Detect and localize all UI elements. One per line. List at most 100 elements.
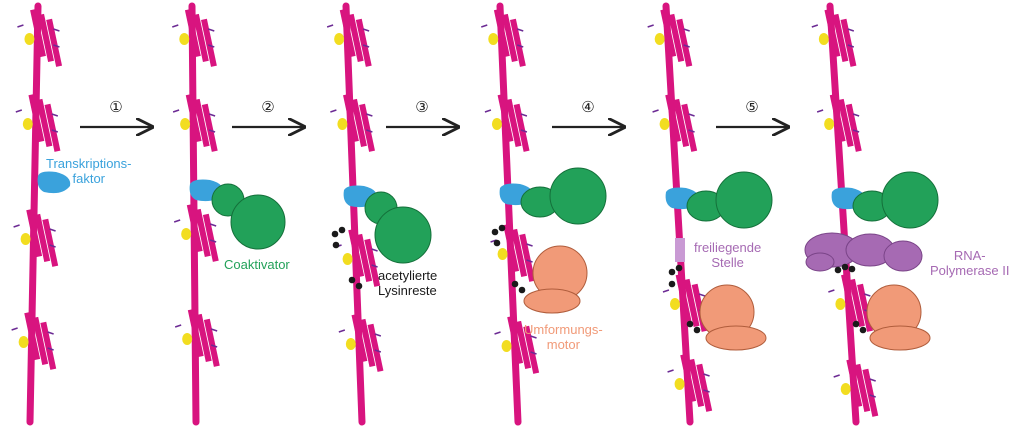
histone-coil [359, 318, 376, 368]
histone-coil [523, 325, 540, 374]
histone-coil [192, 13, 209, 63]
histone-coil [696, 363, 713, 412]
dna-strand [496, 2, 522, 426]
histone-coil [493, 8, 510, 58]
histone-tail [208, 44, 215, 48]
transcription-factor-label: Transkriptions- faktor [46, 156, 131, 186]
histone-tail [816, 109, 824, 113]
histone-tail [49, 244, 56, 248]
nucleosome [667, 353, 713, 412]
histone-tail [209, 223, 217, 227]
histone-accent [342, 253, 353, 265]
nucleosome [15, 93, 61, 152]
histone-coil [688, 358, 705, 408]
histone-accent [491, 118, 502, 130]
histone-accent [20, 233, 31, 245]
histone-coil [668, 13, 685, 63]
histone-coil [660, 8, 677, 58]
nucleosome [833, 358, 879, 417]
rna-polymerase-label-line1: RNA- [953, 248, 986, 263]
histone-tail [172, 24, 179, 28]
nucleosome [172, 93, 218, 152]
histone-coil [32, 316, 49, 366]
acetyl-dot [355, 282, 363, 290]
histone-coil [201, 18, 217, 67]
nucleosome [816, 93, 862, 152]
histone-coil [202, 213, 219, 262]
histone-coil [497, 93, 514, 143]
exposed-site-5 [675, 238, 685, 262]
histone-tail [210, 328, 218, 332]
acetyl-dot [498, 224, 506, 232]
histone-accent [181, 228, 192, 240]
histone-tail [494, 331, 501, 335]
remodeling-motor-label: Umformungs- motor [524, 322, 603, 352]
histone-coil [38, 13, 54, 63]
histone-coil [46, 18, 63, 67]
histone-coil [339, 8, 356, 58]
histone-tail [688, 113, 695, 117]
coactivator-large-lobe [374, 206, 432, 264]
acetyl-dot [518, 286, 526, 294]
histone-coil [513, 103, 530, 152]
histone-accent [345, 338, 356, 350]
histone-coil [841, 273, 857, 323]
histone-tail [17, 24, 24, 28]
nucleosome [338, 313, 384, 372]
step-number-3: ③ [415, 98, 428, 116]
nucleosome [484, 93, 530, 152]
histone-tail [526, 259, 533, 263]
histone-coil [28, 93, 45, 143]
transcription-factor-1 [37, 171, 71, 194]
histone-tail [374, 349, 382, 353]
histone-coil [683, 278, 700, 328]
histone-tail [362, 44, 370, 48]
acetyl-groups-3 [331, 226, 363, 290]
histone-tail [852, 129, 860, 133]
histone-tail [864, 293, 871, 297]
histone-coil [505, 98, 522, 148]
chromatin-strand-1 [11, 2, 63, 426]
histone-coil [356, 233, 373, 283]
histone-tail [698, 293, 706, 297]
histone-coil [40, 321, 57, 370]
coactivator-large-lobe [715, 171, 773, 229]
step-number-5: ⑤ [745, 98, 758, 116]
dna-strand [342, 2, 366, 426]
histone-tail [374, 333, 382, 337]
acetylated-lysines-label-line1: acetylierte [378, 268, 438, 283]
histone-tail [683, 44, 690, 48]
histone-tail [520, 113, 528, 117]
histone-tail [173, 219, 181, 223]
histone-tail [526, 243, 533, 247]
histone-coil [185, 93, 202, 143]
histone-coil [675, 273, 692, 323]
dna-strand [26, 2, 42, 426]
histone-tail [869, 378, 876, 382]
histone-tail [688, 129, 695, 133]
histone-coil [36, 98, 53, 148]
histone-tail [366, 129, 373, 133]
histone-tail [517, 44, 524, 48]
histone-coil [355, 18, 372, 67]
remodeler-base [869, 325, 931, 351]
nucleosome [11, 311, 57, 370]
histone-tail [326, 24, 334, 28]
acetyl-dot [675, 264, 683, 272]
histone-coil [34, 213, 51, 263]
histone-accent [22, 118, 33, 130]
histone-tail [662, 289, 670, 293]
step-number-1: ① [109, 98, 122, 116]
transcription-factor-label-line1: Transkriptions- [46, 156, 132, 171]
histone-tail [15, 109, 23, 113]
histone-coil [507, 315, 524, 365]
coactivator-2 [211, 183, 286, 250]
remodeling-motor-label-line2: motor [546, 337, 580, 352]
histone-tail [703, 373, 710, 377]
dna-strand [662, 2, 694, 426]
histone-coil [849, 278, 865, 328]
histone-tail [13, 224, 20, 228]
histone-coil [829, 93, 846, 143]
histone-accent [654, 33, 665, 45]
histone-coil [824, 8, 841, 58]
